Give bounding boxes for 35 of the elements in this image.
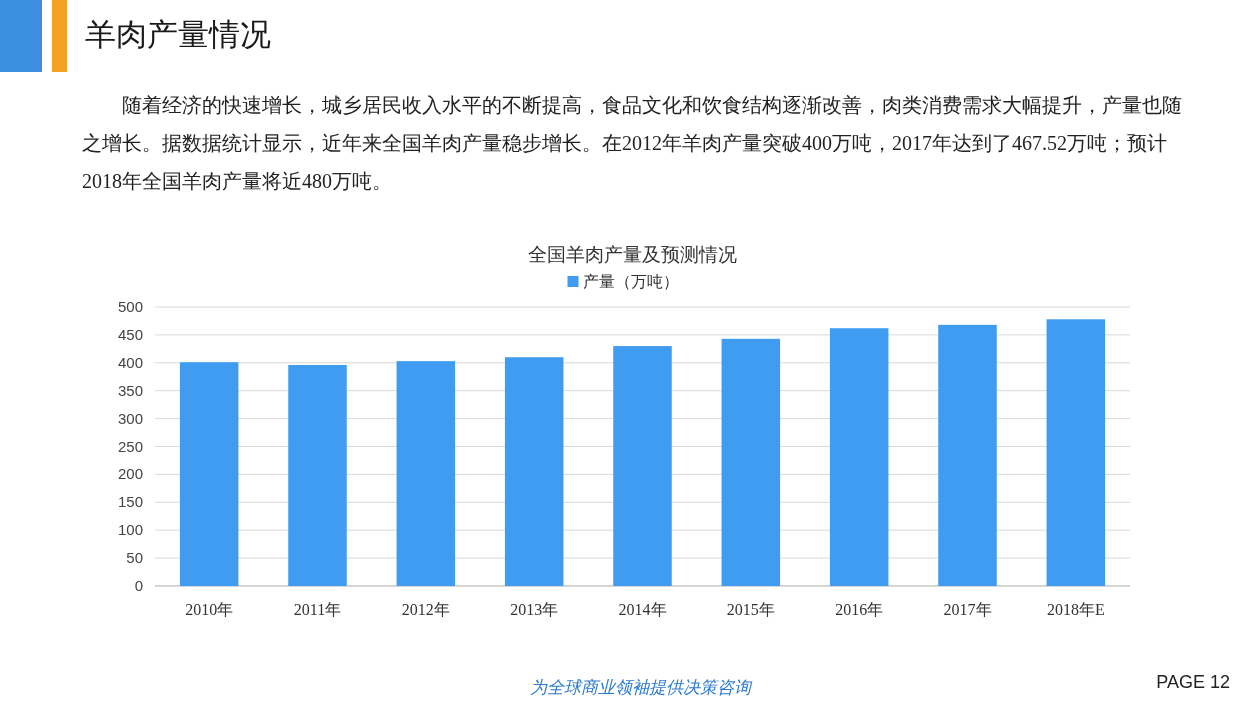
bar — [938, 324, 997, 586]
bar — [504, 357, 564, 586]
y-tick-label: 100 — [117, 521, 143, 539]
chart-subtitle: 随着经济的快速增长，城乡居民收入水平的不断提高，食品文化和饮食结构逐渐改善，肉类消费需求大幅提升，产量也随之增长。据数据统计显示，近年来全国羊肉产量稳步增长。在2012年羊肉产量突破400万吨，2017年达到了467.52万吨；预计2018年全国羊肉产量将近480万吨。 — [82, 93, 1182, 194]
text: 羊肉产量情况 — [85, 16, 271, 54]
bar — [1046, 319, 1106, 586]
x-tick-label: 2016年 — [835, 601, 884, 618]
x-tick-label: 2014年 — [618, 601, 667, 618]
bar — [829, 328, 889, 586]
y-tick-label: 400 — [117, 353, 143, 371]
x-tick-label: 2015年 — [726, 601, 775, 618]
y-tick-label: 0 — [134, 577, 143, 594]
text: PAGE 12 — [1156, 672, 1230, 693]
legend-label: 产量（万吨） — [582, 273, 679, 290]
x-tick-label: 2010年 — [185, 601, 234, 618]
bar — [288, 365, 347, 586]
y-tick-label: 350 — [117, 381, 143, 399]
bar — [721, 338, 781, 586]
x-tick-label: 2011年 — [293, 601, 342, 618]
bar — [179, 362, 239, 586]
y-tick-label: 200 — [117, 465, 143, 483]
x-tick-label: 2013年 — [510, 601, 559, 618]
y-tick-label: 150 — [117, 493, 143, 511]
x-tick-label: 2018年E — [1046, 601, 1105, 618]
y-tick-label: 250 — [117, 437, 143, 455]
y-tick-label: 500 — [117, 298, 143, 315]
y-tick-label: 300 — [117, 409, 143, 427]
bar — [396, 361, 456, 586]
y-tick-label: 450 — [117, 325, 143, 343]
x-tick-label: 2012年 — [401, 601, 450, 618]
bar — [613, 346, 672, 586]
text: 为全球商业领袖提供决策咨询 — [529, 678, 751, 697]
y-tick-label: 50 — [126, 549, 143, 567]
x-tick-label: 2017年 — [943, 601, 992, 618]
chart-title: 全国羊肉产量及预测情况 — [528, 244, 737, 265]
